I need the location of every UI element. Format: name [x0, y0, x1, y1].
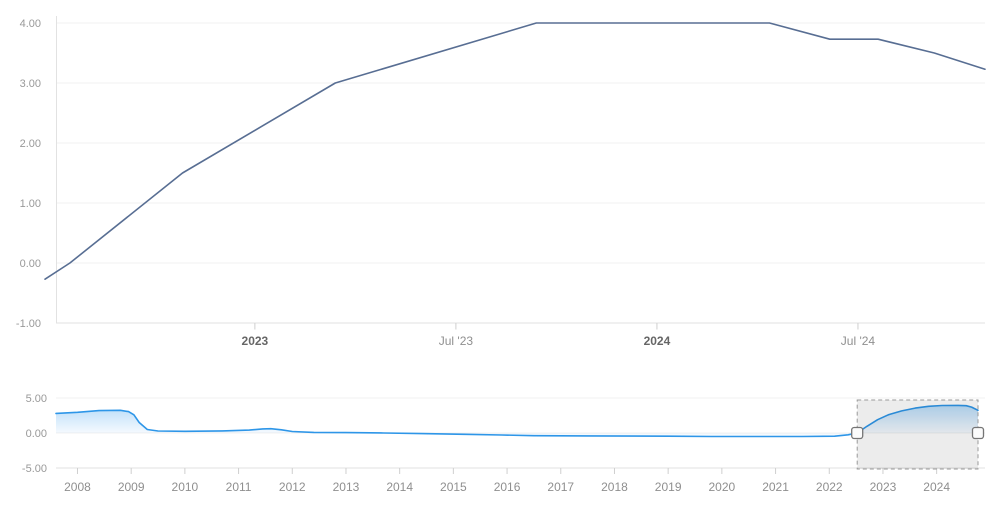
- nav-y-axis-label: -5.00: [22, 463, 47, 475]
- nav-year-label: 2009: [118, 480, 145, 494]
- main-x-axis-label: Jul '23: [439, 334, 474, 348]
- nav-year-label: 2024: [923, 480, 950, 494]
- nav-series-line: [55, 404, 979, 438]
- main-y-axis-label: 3.00: [20, 78, 41, 90]
- nav-year-label: 2010: [172, 480, 199, 494]
- nav-year-label: 2013: [333, 480, 360, 494]
- main-y-axis-label: 1.00: [20, 198, 41, 210]
- main-y-axis-label: 4.00: [20, 18, 41, 30]
- main-price-chart: 4.00 3.00 2.00 1.00 0.00 -1.00 2023 Jul '23 2024…: [16, 16, 986, 348]
- nav-y-axis-label: 0.00: [26, 428, 47, 440]
- main-series-line: [44, 22, 986, 281]
- navigator-range-selector[interactable]: 5.00 0.00 -5.00 2008 2009 2010 2011 2012 2013 201…: [0, 385, 993, 520]
- nav-year-label: 2011: [226, 480, 252, 494]
- nav-year-label: 2020: [709, 480, 736, 494]
- nav-year-label: 2016: [494, 480, 521, 494]
- main-y-axis-label: -1.00: [16, 318, 41, 330]
- nav-year-label: 2018: [601, 480, 628, 494]
- nav-year-label: 2021: [762, 480, 789, 494]
- nav-year-label: 2022: [816, 480, 843, 494]
- nav-handle-right[interactable]: [971, 426, 985, 440]
- main-x-axis-label: Jul '24: [841, 334, 876, 348]
- nav-y-axis-label: 5.00: [26, 393, 47, 405]
- main-x-axis-label: 2024: [644, 334, 671, 348]
- nav-year-label: 2014: [386, 480, 413, 494]
- main-y-axis-label: 0.00: [20, 258, 41, 270]
- main-x-axis-label: 2023: [242, 334, 269, 348]
- nav-year-label: 2015: [440, 480, 467, 494]
- nav-year-label: 2008: [64, 480, 91, 494]
- nav-year-label: 2023: [870, 480, 897, 494]
- nav-year-label: 2017: [547, 480, 574, 494]
- nav-selection-window[interactable]: [857, 400, 978, 469]
- nav-handle-left[interactable]: [851, 426, 864, 440]
- nav-year-label: 2012: [279, 480, 306, 494]
- main-y-axis-label: 2.00: [20, 138, 41, 150]
- nav-year-label: 2019: [655, 480, 682, 494]
